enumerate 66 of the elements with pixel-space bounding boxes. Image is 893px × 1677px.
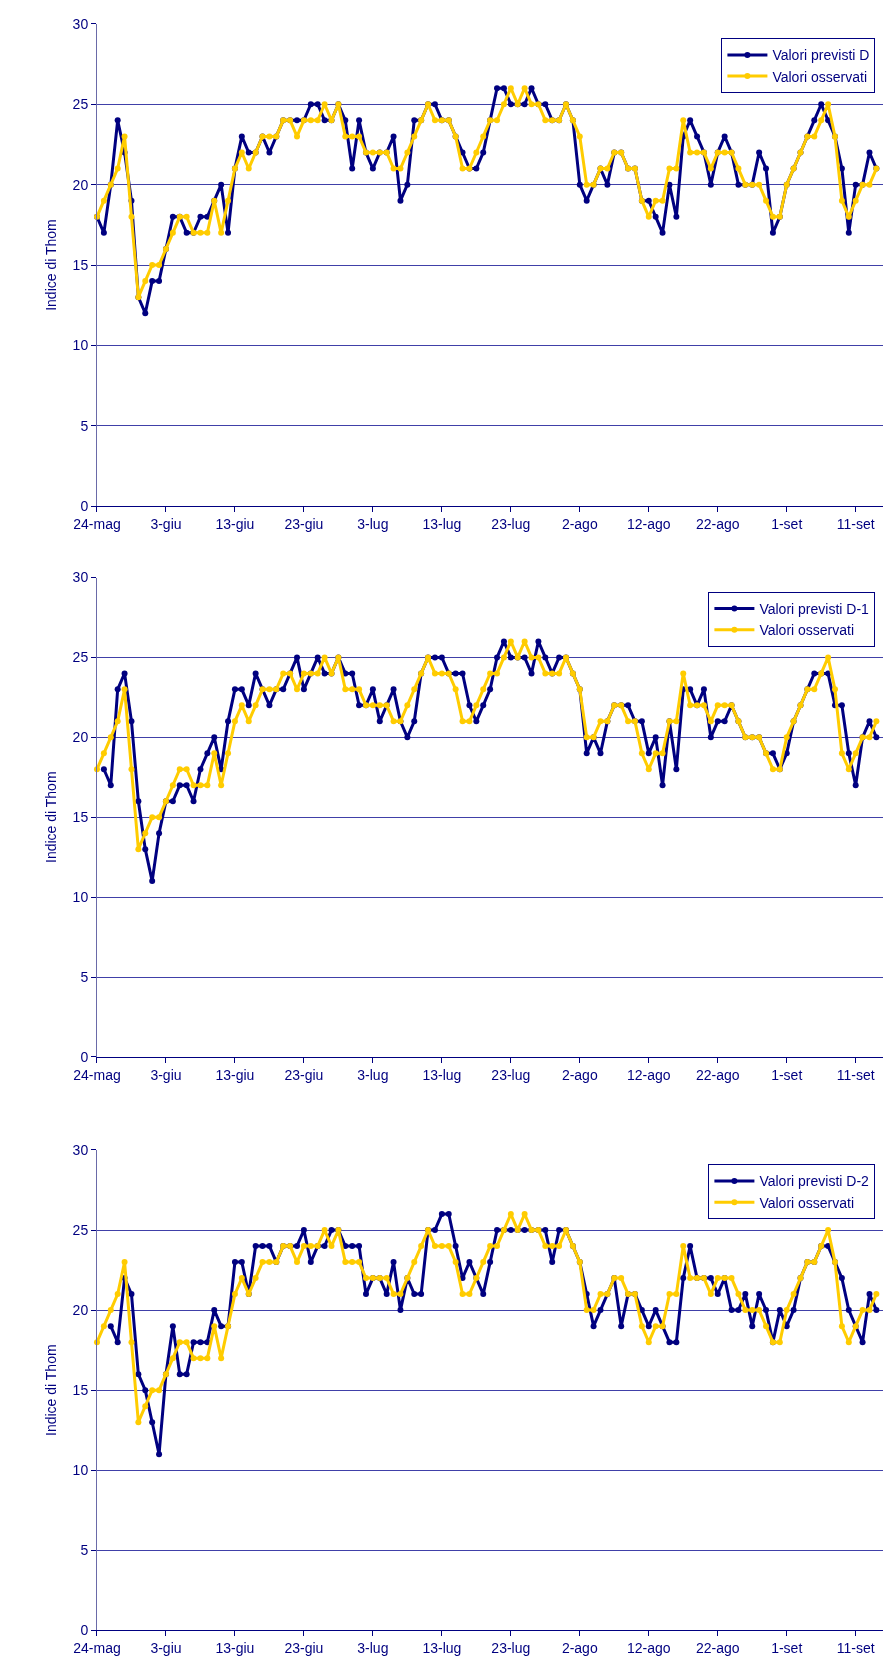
y-tick-label: 10	[72, 1462, 89, 1479]
y-tick-label: 25	[72, 649, 89, 666]
y-tick-label: 30	[72, 569, 89, 586]
x-tick-label: 2-ago	[561, 516, 598, 532]
legend-label: Valori previsti D-1	[759, 600, 870, 617]
x-tick-label: 13-giu	[215, 1066, 255, 1083]
y-axis-title: Indice di Thom	[43, 1344, 60, 1436]
legend-label: Valori osservati	[772, 68, 868, 85]
y-tick-label: 5	[80, 1542, 89, 1559]
legend-label: Valori osservati	[759, 1194, 855, 1211]
x-tick-label: 3-lug	[357, 1640, 389, 1657]
x-tick-label: 1-set	[771, 516, 803, 532]
y-tick-label: 5	[80, 417, 89, 434]
x-tick-label: 22-ago	[695, 516, 740, 532]
y-axis-title: Indice di Thom	[43, 771, 60, 863]
x-tick-label: 12-ago	[626, 1066, 671, 1083]
x-tick-label: 12-ago	[626, 1640, 671, 1657]
y-tick-label: 0	[80, 1622, 89, 1639]
x-tick-label: 23-lug	[491, 516, 531, 532]
y-tick-label: 25	[72, 96, 89, 113]
x-tick-label: 13-giu	[215, 516, 255, 532]
x-tick-label: 11-set	[836, 516, 875, 532]
y-tick-label: 10	[72, 889, 89, 905]
x-tick-label: 1-set	[771, 1640, 803, 1657]
y-tick-label: 20	[72, 729, 89, 746]
y-tick-label: 20	[72, 176, 89, 193]
x-tick-label: 23-giu	[284, 516, 324, 532]
y-tick-label: 15	[72, 256, 89, 273]
y-tick-label: 30	[72, 1141, 89, 1158]
y-tick-label: 0	[80, 1048, 89, 1065]
x-tick-label: 13-lug	[422, 1066, 462, 1083]
x-tick-label: 3-giu	[150, 1066, 182, 1083]
x-tick-label: 23-giu	[284, 1066, 324, 1083]
y-tick-label: 5	[80, 968, 89, 985]
x-tick-label: 3-lug	[357, 1066, 389, 1083]
y-tick-label: 25	[72, 1221, 89, 1238]
x-tick-label: 3-giu	[150, 1640, 182, 1657]
y-tick-label: 15	[72, 1382, 89, 1399]
y-tick-label: 20	[72, 1302, 89, 1319]
x-tick-label: 3-lug	[357, 516, 389, 532]
legend-label: Valori osservati	[759, 622, 855, 639]
x-tick-label: 24-mag	[73, 1066, 121, 1083]
x-tick-label: 2-ago	[561, 1640, 598, 1657]
x-tick-label: 23-giu	[284, 1640, 324, 1657]
y-tick-label: 15	[72, 809, 89, 826]
y-tick-label: 10	[72, 337, 89, 354]
x-tick-label: 2-ago	[561, 1066, 598, 1083]
x-tick-label: 12-ago	[626, 516, 671, 532]
x-tick-label: 22-ago	[695, 1066, 740, 1083]
x-tick-label: 13-giu	[215, 1640, 255, 1657]
legend-label: Valori previsti D	[772, 47, 870, 64]
x-tick-label: 24-mag	[73, 516, 121, 532]
x-tick-label: 22-ago	[695, 1640, 740, 1657]
x-tick-label: 13-lug	[422, 516, 462, 532]
x-tick-label: 13-lug	[422, 1640, 462, 1657]
y-tick-label: 30	[72, 15, 89, 32]
x-tick-label: 11-set	[836, 1640, 875, 1657]
x-tick-label: 1-set	[771, 1066, 803, 1083]
y-tick-label: 0	[80, 498, 89, 515]
y-axis-title: Indice di Thom	[43, 219, 60, 311]
x-tick-label: 11-set	[836, 1066, 875, 1083]
x-tick-label: 23-lug	[491, 1640, 531, 1657]
x-tick-label: 23-lug	[491, 1066, 531, 1083]
x-tick-label: 3-giu	[150, 516, 182, 532]
legend-label: Valori previsti D-2	[759, 1173, 870, 1190]
x-tick-label: 24-mag	[73, 1640, 121, 1657]
